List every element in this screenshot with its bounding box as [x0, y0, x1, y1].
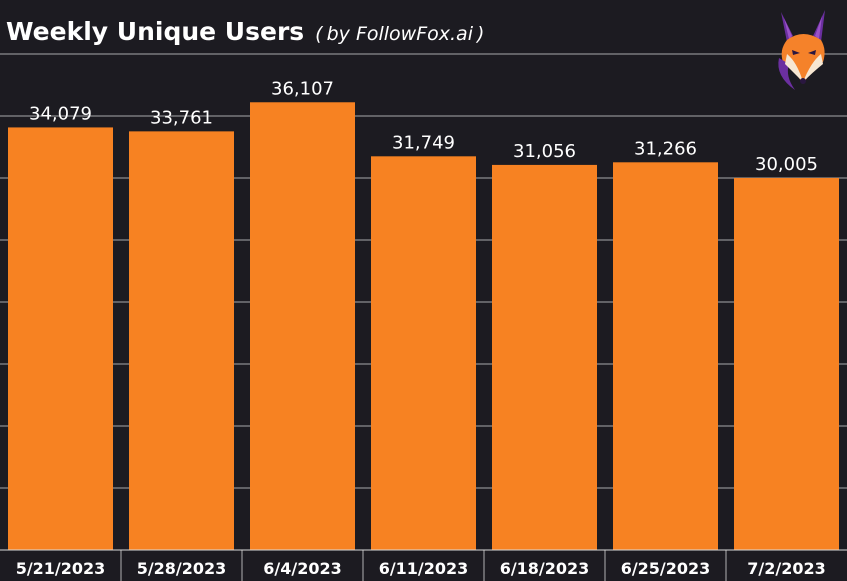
x-tick-label: 7/2/2023 [747, 559, 825, 578]
x-tick-label: 6/11/2023 [379, 559, 469, 578]
bar [250, 102, 355, 551]
x-tick-label: 6/4/2023 [263, 559, 341, 578]
bar [8, 127, 113, 550]
bar [129, 131, 234, 551]
fox-logo-icon [778, 10, 825, 90]
data-label: 31,056 [513, 141, 576, 162]
x-tick-label: 5/28/2023 [137, 559, 227, 578]
fox-ear-right-inner [815, 16, 822, 39]
x-tick-label: 6/18/2023 [500, 559, 590, 578]
fox-ear-left-inner [784, 18, 792, 39]
bar [734, 177, 839, 551]
chart-subtitle-open: ( [315, 23, 324, 45]
data-label: 33,761 [150, 107, 213, 128]
fox-cheek-left [785, 54, 803, 82]
data-labels: 34,079 33,761 36,107 31,749 31,056 31,266 30,0… [29, 78, 818, 175]
fox-nose [800, 78, 806, 84]
data-label: 36,107 [271, 78, 334, 99]
fox-head [781, 34, 825, 84]
bar [371, 156, 476, 551]
data-label: 31,266 [634, 138, 697, 159]
x-tick-label: 5/21/2023 [16, 559, 106, 578]
fox-eye-left [792, 50, 800, 55]
fox-cheek-right [803, 54, 823, 82]
data-label: 34,079 [29, 103, 92, 124]
x-tick-label: 6/25/2023 [621, 559, 711, 578]
bar [613, 162, 718, 550]
chart-title: Weekly Unique Users [6, 17, 304, 46]
data-label: 31,749 [392, 132, 455, 153]
chart-subtitle-close: ) [475, 23, 484, 45]
bar [492, 164, 597, 551]
chart-title-text: Weekly Unique Users ( by FollowFox.ai ) [6, 17, 484, 46]
bars [8, 102, 839, 551]
x-axis: 5/21/2023 5/28/2023 6/4/2023 6/11/2023 6/18/… [0, 549, 847, 581]
fox-eye-right [808, 50, 816, 55]
fox-swoosh [778, 58, 795, 90]
data-label: 30,005 [755, 154, 818, 175]
chart-subtitle: by FollowFox.ai [327, 23, 474, 45]
